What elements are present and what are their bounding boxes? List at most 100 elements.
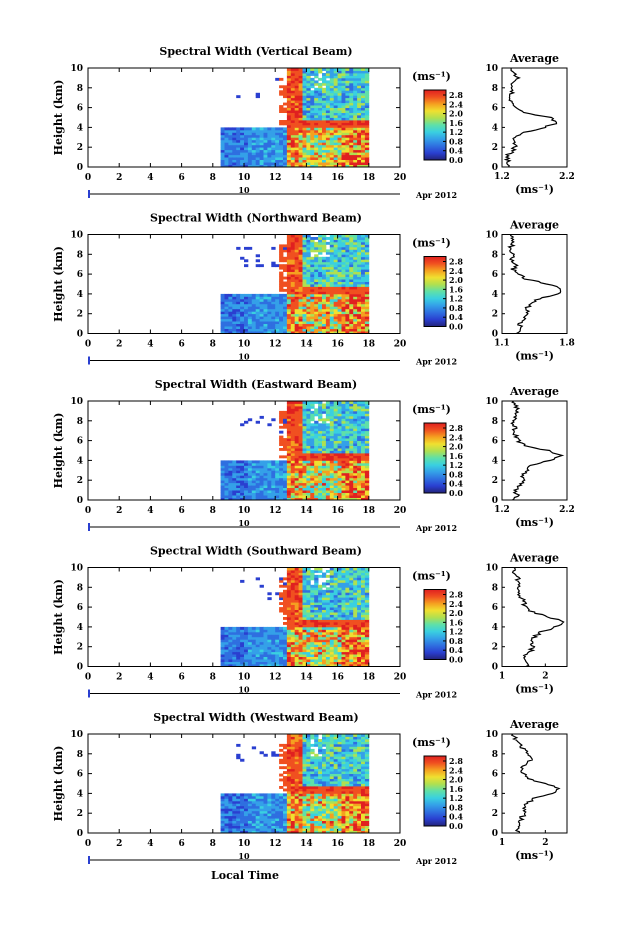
heatmap-cell [247, 164, 253, 168]
heatmap-cell [357, 110, 362, 113]
heatmap-cell [325, 477, 331, 481]
heatmap-cell [283, 157, 288, 160]
x-tick-label: 6 [178, 673, 184, 683]
heatmap-cell [228, 480, 233, 484]
heatmap-cell [294, 626, 299, 630]
heatmap-cell [232, 661, 237, 665]
avg-y-tick-label: 6 [492, 104, 498, 114]
heatmap-cell [353, 462, 358, 466]
heatmap-cell [294, 433, 299, 437]
heatmap-cell [271, 311, 276, 315]
heatmap-cell [345, 256, 350, 260]
heatmap-cell [364, 102, 370, 106]
heatmap [220, 68, 370, 168]
heatmap-cell [298, 430, 303, 434]
heatmap-cell [275, 661, 280, 665]
heatmap-cell [357, 497, 362, 501]
heatmap-cell [349, 614, 354, 618]
heatmap-cell [298, 415, 303, 419]
heatmap-cell [302, 147, 307, 151]
heatmap-cell [333, 284, 338, 287]
heatmap-cell [318, 495, 323, 498]
heatmap-cell [314, 641, 319, 645]
heatmap-cell [322, 154, 327, 158]
heatmap-cell [267, 485, 272, 488]
y-tick-label: 2 [77, 476, 83, 486]
panel-2: Spectral Width (Northward Beam)0 2 4 6 8 10 12… [52, 212, 575, 367]
heatmap-cell [220, 147, 225, 151]
heatmap-cell [318, 477, 323, 481]
heatmap-cell [259, 298, 264, 302]
heatmap-cell [349, 455, 354, 459]
heatmap-cell [341, 619, 346, 623]
heatmap-cell [357, 443, 362, 446]
heatmap-cell [228, 475, 233, 479]
heatmap-cell [329, 435, 335, 439]
heatmap-cell [325, 607, 331, 610]
heatmap-cell [283, 465, 288, 469]
heatmap-cell [302, 281, 307, 285]
heatmap-cell [333, 401, 338, 404]
heatmap-cell [353, 157, 358, 160]
heatmap-cell [220, 157, 225, 160]
heatmap-cell [357, 264, 362, 268]
heatmap-cell [314, 592, 319, 596]
heatmap-cell [325, 142, 331, 146]
heatmap-cell [259, 465, 264, 469]
heatmap-cell [290, 408, 296, 412]
day-label: 10 [238, 685, 250, 695]
heatmap-cell [228, 830, 233, 834]
heatmap-cell [310, 599, 315, 603]
heatmap-cell [290, 594, 296, 598]
heatmap-cell [314, 659, 319, 662]
heatmap-cell [333, 293, 338, 297]
heatmap-cell [294, 249, 299, 253]
heatmap-cell [286, 288, 292, 292]
heatmap-cell [220, 825, 225, 829]
heatmap-cell [232, 157, 237, 160]
heatmap-cell [349, 425, 354, 429]
heatmap-cell [333, 301, 338, 305]
heatmap-cell [263, 475, 268, 479]
heatmap-cell [345, 455, 350, 459]
heatmap-cell [349, 480, 354, 484]
heatmap-cell [364, 440, 370, 444]
heatmap-cell [322, 137, 327, 141]
heatmap-cell [353, 77, 358, 81]
heatmap-cell [329, 127, 335, 131]
heatmap-cell [322, 492, 327, 496]
heatmap-cell [302, 450, 307, 454]
heatmap-cell [325, 624, 331, 628]
heatmap-cell [290, 433, 296, 437]
heatmap-cell [357, 619, 362, 623]
heatmap-cell [294, 82, 299, 86]
heatmap-cell [244, 626, 249, 630]
heatmap-cell [349, 602, 354, 605]
heatmap-cell [271, 316, 276, 320]
heatmap-cell [290, 654, 296, 657]
heatmap-cell [341, 612, 346, 615]
heatmap-cell [322, 584, 327, 588]
heatmap-cell [349, 90, 354, 94]
heatmap-cell [240, 661, 245, 665]
heatmap-cell [353, 269, 358, 272]
heatmap-cell [357, 579, 362, 583]
heatmap-cell [333, 144, 338, 148]
heatmap-cell [345, 110, 350, 113]
heatmap-cell [290, 77, 296, 81]
heatmap-cell [314, 465, 319, 469]
heatmap-cell [302, 115, 307, 118]
heatmap-cell [314, 301, 319, 305]
heatmap-cell [259, 482, 264, 486]
heatmap-cell [283, 475, 288, 479]
heatmap-cell [286, 139, 292, 143]
heatmap-cell [310, 95, 315, 99]
heatmap-cell [255, 328, 260, 332]
heatmap-cell [310, 577, 315, 581]
heatmap-cell [255, 137, 260, 141]
heatmap-cell [247, 659, 253, 662]
heatmap-cell [357, 401, 362, 404]
date-label: Apr 2012 [415, 523, 457, 533]
heatmap-cell [353, 286, 358, 290]
heatmap-cell [232, 798, 237, 802]
